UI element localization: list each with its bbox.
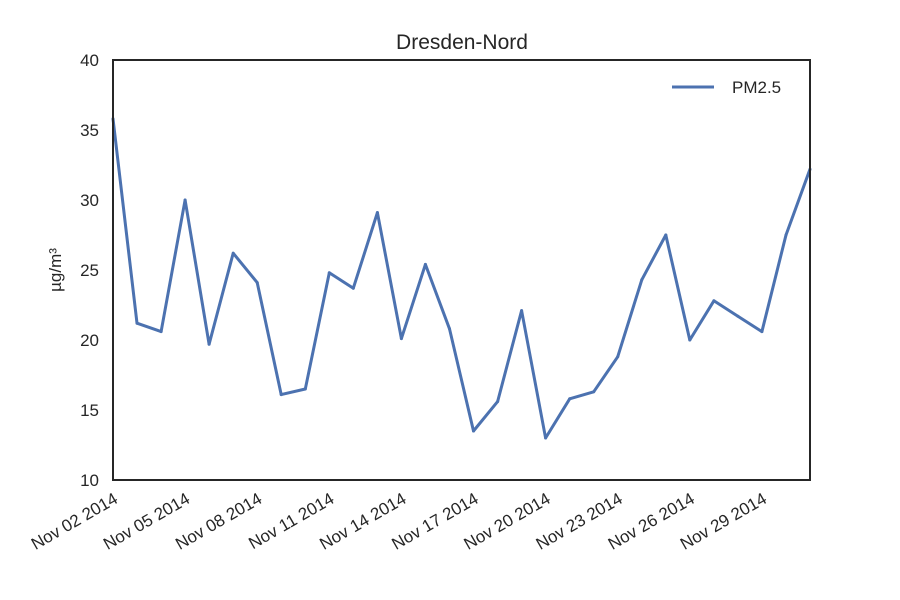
y-tick-labels: 10 15 20 25 30 35 40 bbox=[80, 51, 99, 490]
y-tick-label: 35 bbox=[80, 121, 99, 140]
data-point bbox=[472, 429, 475, 433]
plot-frame bbox=[112, 59, 811, 481]
data-point bbox=[520, 309, 524, 313]
y-tick-label: 40 bbox=[80, 51, 99, 70]
y-tick-label: 20 bbox=[80, 331, 99, 350]
data-point bbox=[303, 387, 307, 391]
data-point bbox=[375, 211, 379, 215]
legend-label-pm25: PM2.5 bbox=[732, 78, 781, 97]
data-point bbox=[159, 330, 163, 334]
data-point bbox=[760, 330, 764, 334]
data-point bbox=[664, 233, 668, 237]
data-point bbox=[327, 271, 331, 275]
data-point bbox=[712, 299, 716, 303]
y-tick-label: 15 bbox=[80, 401, 99, 420]
data-point bbox=[736, 314, 740, 318]
data-point bbox=[351, 286, 355, 290]
y-axis-label: µg/m³ bbox=[46, 248, 65, 292]
data-point bbox=[640, 278, 644, 282]
data-point bbox=[568, 397, 572, 401]
data-point bbox=[231, 251, 235, 255]
data-point bbox=[279, 393, 283, 397]
data-point bbox=[183, 198, 187, 202]
y-tick-label: 25 bbox=[80, 261, 99, 280]
series-line-pm25 bbox=[111, 118, 812, 440]
data-point bbox=[448, 327, 451, 331]
data-point bbox=[399, 337, 403, 341]
data-point bbox=[784, 233, 788, 237]
data-point bbox=[592, 390, 596, 394]
y-tick-label: 10 bbox=[80, 471, 99, 490]
chart-title: Dresden-Nord bbox=[396, 31, 528, 54]
data-point bbox=[616, 355, 620, 359]
series-lines bbox=[111, 117, 812, 440]
data-point bbox=[496, 400, 500, 404]
y-tick-label: 30 bbox=[80, 191, 99, 210]
data-point bbox=[688, 338, 692, 342]
data-point bbox=[544, 436, 548, 440]
data-point bbox=[255, 281, 259, 285]
data-point bbox=[135, 321, 139, 325]
legend: PM2.5 bbox=[672, 78, 781, 97]
data-point bbox=[423, 262, 427, 266]
data-point bbox=[207, 342, 211, 346]
